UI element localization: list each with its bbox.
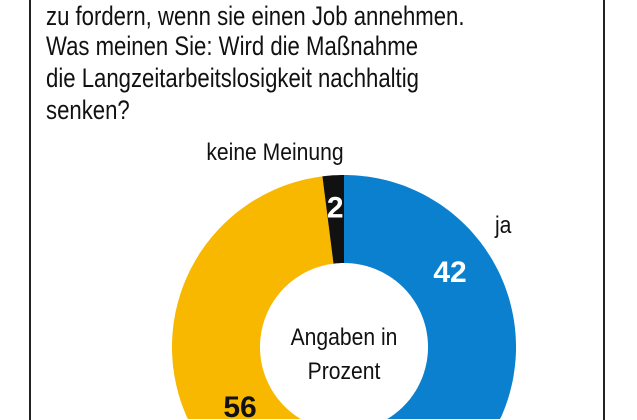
- value-label: 42: [433, 256, 466, 289]
- question-line-3: die Langzeitarbeitslosigkeit nachhaltig: [46, 63, 419, 93]
- question-line-2: Was meinen Sie: Wird die Maßnahme: [46, 31, 419, 61]
- slice-name-label: keine Meinung: [206, 139, 343, 166]
- center-label-line-1: Angaben in: [291, 324, 398, 351]
- slice-name-label: ja: [494, 212, 512, 239]
- question-line-1: zu fordern, wenn sie einen Job annehmen.: [46, 1, 465, 31]
- value-label: 56: [223, 391, 256, 420]
- slice-ja: [344, 175, 516, 419]
- center-label-line-2: Prozent: [308, 358, 381, 385]
- slice-nein: [172, 176, 427, 419]
- slice-keine-meinung: [322, 175, 344, 264]
- question-line-4: senken?: [46, 95, 130, 125]
- value-label: 2: [327, 191, 344, 224]
- chart-frame: [29, 0, 605, 420]
